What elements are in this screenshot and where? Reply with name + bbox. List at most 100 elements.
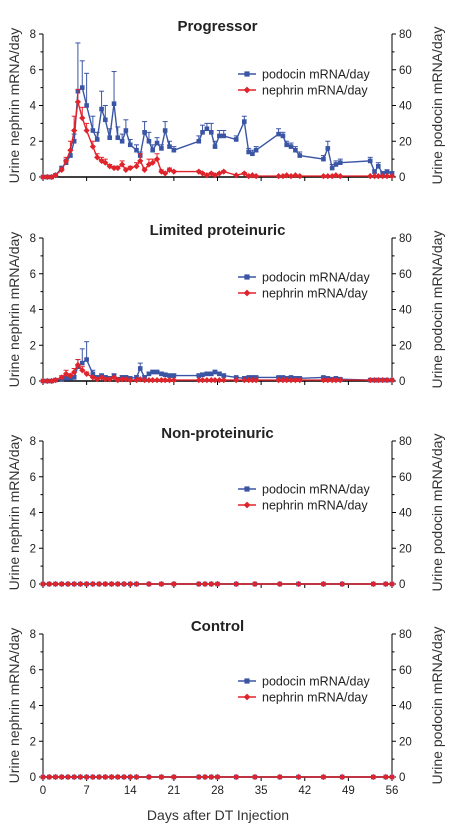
left-tick-label: 0 bbox=[30, 376, 36, 388]
marker-diamond bbox=[324, 173, 331, 180]
legend-label: podocin mRNA/day bbox=[262, 483, 370, 497]
marker-square bbox=[79, 85, 85, 90]
marker-square bbox=[71, 375, 77, 380]
marker-diamond bbox=[102, 773, 109, 781]
marker-diamond bbox=[241, 170, 248, 177]
x-tick-label: 7 bbox=[83, 785, 89, 797]
marker-diamond bbox=[379, 173, 386, 180]
marker-square bbox=[115, 135, 121, 140]
marker-square bbox=[244, 71, 250, 77]
marker-diamond bbox=[89, 374, 96, 381]
marker-diamond bbox=[114, 164, 121, 172]
legend: podocin mRNA/day nephrin mRNA/day bbox=[238, 675, 370, 705]
marker-diamond bbox=[133, 580, 140, 588]
left-tick-label: 6 bbox=[30, 472, 36, 484]
marker-diamond bbox=[296, 173, 303, 180]
x-tick-label: 0 bbox=[40, 785, 46, 797]
marker-diamond bbox=[58, 374, 65, 381]
marker-diamond bbox=[71, 127, 78, 134]
marker-diamond bbox=[233, 172, 240, 179]
marker-diamond bbox=[337, 173, 344, 180]
marker-diamond bbox=[371, 173, 378, 180]
marker-diamond bbox=[106, 376, 113, 383]
marker-square bbox=[221, 133, 227, 139]
marker-square bbox=[244, 274, 250, 280]
marker-square bbox=[94, 137, 100, 142]
marker-diamond bbox=[133, 377, 140, 384]
marker-square bbox=[208, 371, 214, 377]
marker-square bbox=[146, 371, 152, 377]
left-tick-label: 8 bbox=[30, 436, 36, 448]
marker-square bbox=[208, 130, 214, 135]
marker-diamond bbox=[119, 376, 126, 383]
marker-diamond bbox=[370, 773, 377, 781]
marker-square bbox=[162, 372, 168, 378]
marker-diamond bbox=[114, 377, 121, 384]
marker-diamond bbox=[283, 377, 290, 384]
panel-title: Control bbox=[191, 618, 244, 635]
right-tick-label: 80 bbox=[399, 629, 412, 641]
marker-diamond bbox=[329, 173, 336, 180]
marker-diamond bbox=[114, 580, 121, 588]
left-tick-label: 2 bbox=[30, 136, 36, 148]
marker-diamond bbox=[137, 157, 144, 165]
marker-diamond bbox=[46, 580, 53, 588]
left-tick-label: 0 bbox=[30, 579, 36, 591]
right-tick-label: 0 bbox=[399, 772, 405, 784]
marker-diamond bbox=[77, 580, 84, 588]
marker-diamond bbox=[52, 172, 59, 179]
marker-diamond bbox=[170, 168, 177, 175]
marker-diamond bbox=[106, 163, 113, 170]
marker-square bbox=[297, 153, 303, 158]
marker-diamond bbox=[52, 773, 59, 781]
marker-diamond bbox=[44, 173, 51, 181]
marker-diamond bbox=[62, 157, 70, 165]
marker-diamond bbox=[77, 773, 84, 781]
marker-diamond bbox=[245, 377, 252, 384]
marker-square bbox=[171, 147, 177, 153]
marker-square bbox=[329, 165, 335, 171]
marker-diamond bbox=[133, 163, 140, 170]
marker-diamond bbox=[324, 377, 331, 384]
series-nephrin bbox=[39, 359, 396, 385]
right-tick-label: 60 bbox=[399, 472, 412, 484]
right-tick-label: 40 bbox=[399, 701, 412, 713]
marker-diamond bbox=[199, 377, 206, 384]
marker-diamond bbox=[253, 173, 260, 180]
left-tick-label: 8 bbox=[30, 233, 36, 245]
marker-square bbox=[68, 153, 73, 158]
marker-diamond bbox=[71, 773, 78, 781]
marker-square bbox=[293, 147, 298, 153]
marker-square bbox=[150, 369, 155, 375]
marker-square bbox=[103, 117, 108, 123]
marker-square bbox=[217, 371, 222, 377]
right-axis-label: Urine podocin mRNA/day bbox=[429, 627, 445, 785]
marker-diamond bbox=[67, 147, 74, 154]
panel-title: Non-proteinuric bbox=[161, 425, 274, 442]
right-tick-label: 0 bbox=[399, 579, 405, 591]
marker-square bbox=[107, 135, 112, 140]
marker-square bbox=[137, 366, 143, 371]
marker-square bbox=[325, 146, 331, 151]
marker-diamond bbox=[158, 580, 165, 588]
marker-diamond bbox=[251, 580, 258, 588]
marker-square bbox=[221, 373, 227, 378]
marker-square bbox=[90, 128, 96, 133]
marker-diamond bbox=[108, 580, 115, 588]
x-tick-label: 35 bbox=[255, 785, 268, 797]
series-nephrin bbox=[39, 580, 396, 588]
marker-diamond bbox=[243, 501, 251, 509]
marker-diamond bbox=[220, 377, 227, 384]
marker-square bbox=[154, 140, 160, 146]
left-tick-label: 4 bbox=[30, 101, 37, 113]
left-tick-label: 0 bbox=[30, 772, 36, 784]
marker-square bbox=[111, 101, 117, 107]
marker-square bbox=[84, 103, 89, 108]
marker-diamond bbox=[149, 159, 156, 166]
legend-label: nephrin mRNA/day bbox=[262, 691, 368, 705]
marker-diamond bbox=[208, 377, 215, 384]
legend: podocin mRNA/day nephrin mRNA/day bbox=[238, 271, 370, 301]
right-tick-label: 0 bbox=[399, 172, 405, 184]
marker-diamond bbox=[71, 580, 78, 588]
marker-diamond bbox=[120, 773, 128, 781]
